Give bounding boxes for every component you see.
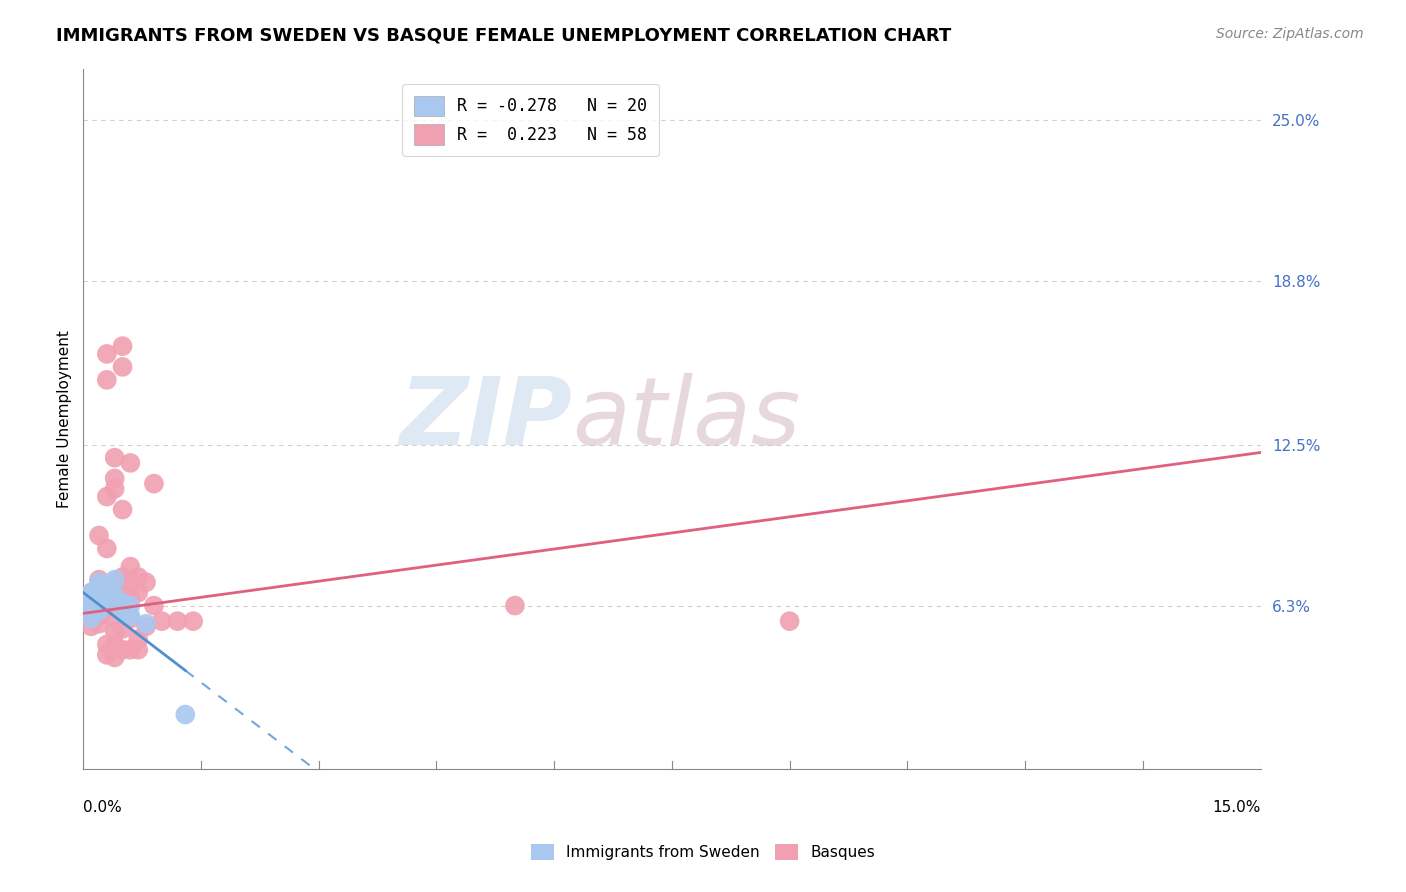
Point — [111, 585, 134, 599]
Y-axis label: Female Unemployment: Female Unemployment — [58, 330, 72, 508]
Text: ZIP: ZIP — [399, 373, 572, 465]
Point — [104, 573, 127, 587]
Legend: Immigrants from Sweden, Basques: Immigrants from Sweden, Basques — [524, 838, 882, 866]
Text: atlas: atlas — [572, 373, 800, 464]
Point — [120, 456, 142, 470]
Point — [120, 575, 142, 590]
Point — [87, 588, 110, 602]
Point — [80, 619, 103, 633]
Point — [104, 585, 127, 599]
Point — [80, 593, 103, 607]
Point — [503, 599, 526, 613]
Point — [104, 596, 127, 610]
Point — [96, 585, 118, 599]
Point — [135, 619, 157, 633]
Point — [174, 707, 197, 722]
Point — [87, 593, 110, 607]
Point — [142, 599, 165, 613]
Point — [87, 604, 110, 618]
Point — [127, 570, 149, 584]
Point — [120, 599, 142, 613]
Point — [135, 616, 157, 631]
Point — [96, 593, 118, 607]
Point — [111, 502, 134, 516]
Point — [96, 541, 118, 556]
Point — [96, 585, 118, 599]
Point — [87, 575, 110, 590]
Point — [111, 359, 134, 374]
Point — [111, 596, 134, 610]
Point — [111, 607, 134, 621]
Point — [104, 482, 127, 496]
Point — [104, 650, 127, 665]
Point — [96, 638, 118, 652]
Point — [111, 622, 134, 636]
Point — [120, 609, 142, 624]
Point — [87, 609, 110, 624]
Point — [104, 588, 127, 602]
Point — [104, 638, 127, 652]
Point — [104, 624, 127, 639]
Point — [80, 611, 103, 625]
Point — [120, 559, 142, 574]
Point — [166, 614, 188, 628]
Point — [111, 570, 134, 584]
Point — [96, 490, 118, 504]
Point — [87, 616, 110, 631]
Point — [104, 575, 127, 590]
Point — [111, 607, 134, 621]
Point — [80, 601, 103, 615]
Point — [120, 611, 142, 625]
Point — [80, 593, 103, 607]
Point — [87, 581, 110, 595]
Point — [120, 642, 142, 657]
Point — [96, 373, 118, 387]
Point — [96, 601, 118, 615]
Point — [181, 614, 204, 628]
Point — [80, 585, 103, 599]
Point — [80, 585, 103, 599]
Point — [779, 614, 801, 628]
Point — [127, 585, 149, 599]
Point — [104, 611, 127, 625]
Text: 0.0%: 0.0% — [83, 800, 122, 815]
Point — [127, 642, 149, 657]
Point — [111, 339, 134, 353]
Point — [87, 582, 110, 597]
Point — [96, 347, 118, 361]
Text: IMMIGRANTS FROM SWEDEN VS BASQUE FEMALE UNEMPLOYMENT CORRELATION CHART: IMMIGRANTS FROM SWEDEN VS BASQUE FEMALE … — [56, 27, 952, 45]
Point — [80, 609, 103, 624]
Point — [104, 450, 127, 465]
Point — [87, 591, 110, 605]
Point — [87, 528, 110, 542]
Point — [142, 476, 165, 491]
Point — [80, 601, 103, 615]
Point — [135, 575, 157, 590]
Text: Source: ZipAtlas.com: Source: ZipAtlas.com — [1216, 27, 1364, 41]
Point — [96, 648, 118, 662]
Point — [96, 578, 118, 592]
Point — [111, 642, 134, 657]
Point — [104, 471, 127, 485]
Point — [120, 591, 142, 605]
Text: 15.0%: 15.0% — [1212, 800, 1261, 815]
Point — [87, 596, 110, 610]
Point — [87, 601, 110, 615]
Point — [150, 614, 173, 628]
Legend: R = -0.278   N = 20, R =  0.223   N = 58: R = -0.278 N = 20, R = 0.223 N = 58 — [402, 84, 659, 156]
Point — [127, 632, 149, 647]
Point — [87, 573, 110, 587]
